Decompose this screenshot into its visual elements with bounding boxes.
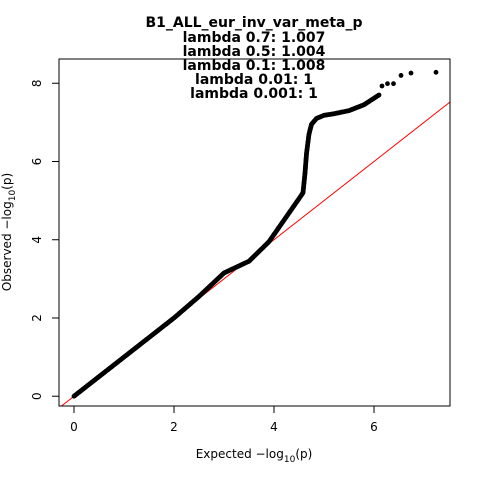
y-axis-label-sub: 10 [8,190,18,202]
data-points-layer [71,69,439,399]
y-axis-label-suffix: (p) [0,173,14,190]
data-point-tail [433,69,439,75]
x-axis-label-suffix: (p) [295,447,312,461]
data-point [376,92,382,98]
y-tick-label: 4 [30,236,44,244]
x-axis-label-sub: 10 [284,455,296,465]
data-point-tail [398,73,404,78]
chart-title-main: B1_ALL_eur_inv_var_meta_p [145,15,362,31]
x-tick-label: 6 [370,420,378,434]
lambda-line-3: lambda 0.1: 1.008 [183,58,326,74]
chart-title: B1_ALL_eur_inv_var_meta_p lambda 0.7: 1.… [145,15,362,102]
y-axis-label-prefix: Observed −log [0,201,14,291]
x-tick-label: 4 [270,420,278,434]
data-point-tail [391,81,396,87]
x-axis-label-prefix: Expected −log [196,447,284,461]
y-tick-label: 2 [30,314,44,322]
y-tick-label: 6 [30,158,44,166]
x-tick-label: 0 [70,420,78,434]
y-axis-label: Observed −log10(p) [0,173,18,291]
lambda-line-1: lambda 0.7: 1.007 [183,30,326,46]
y-tick-label: 0 [30,392,44,400]
data-point-tail [379,83,385,89]
lambda-line-2: lambda 0.5: 1.004 [183,44,326,60]
x-axis: 0 2 4 6 [70,406,378,434]
data-point-tail [385,81,390,87]
plot-frame [58,58,451,407]
x-axis-label: Expected −log10(p) [196,447,313,465]
x-tick-label: 2 [170,420,178,434]
lambda-line-5: lambda 0.001: 1 [190,86,318,102]
y-axis: 0 2 4 6 8 [30,79,59,400]
y-tick-label: 8 [30,79,44,87]
lambda-line-4: lambda 0.01: 1 [195,72,313,88]
data-point-tail [408,70,414,76]
